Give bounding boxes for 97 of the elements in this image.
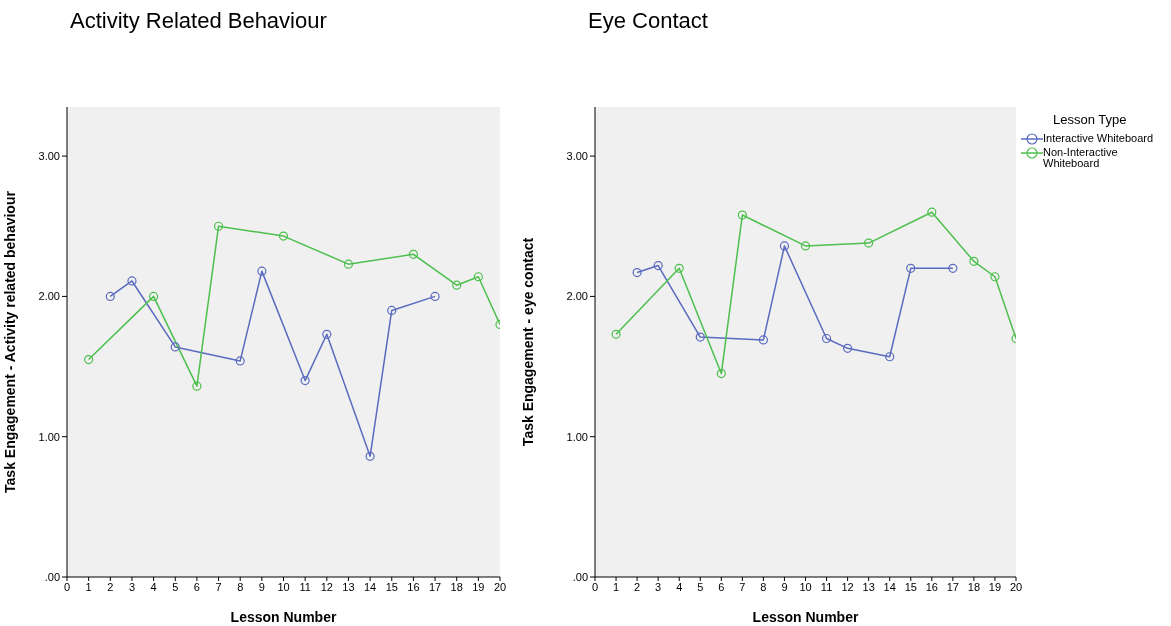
x-tick-label: 1	[612, 580, 620, 593]
y-tick-label: 3.00	[38, 150, 60, 163]
x-tick-label: 4	[676, 580, 683, 593]
x-tick-label: 17	[946, 580, 959, 593]
legend-title: Lesson Type	[1053, 112, 1128, 127]
point	[758, 335, 768, 345]
point	[864, 238, 874, 248]
x-axis-title: Lesson Number	[752, 609, 859, 625]
point	[885, 352, 895, 362]
x-tick-label: 0	[63, 580, 71, 593]
legend-label: Non-Interactive Whiteboard	[1043, 146, 1119, 169]
point	[906, 263, 916, 273]
point	[300, 375, 310, 386]
x-tick-label: 3	[128, 580, 136, 593]
point	[737, 210, 747, 220]
x-tick-label: 20	[493, 580, 507, 593]
x-tick-label: 6	[718, 580, 725, 593]
x-tick-label: 19	[988, 580, 1002, 593]
x-tick-label: 2	[634, 580, 641, 593]
x-tick-label: 17	[428, 580, 442, 593]
point	[343, 259, 354, 269]
x-tick-label: 13	[862, 580, 875, 593]
x-tick-label: 18	[450, 580, 463, 593]
point	[969, 256, 979, 266]
point	[843, 343, 853, 353]
x-tick-label: 12	[320, 580, 333, 593]
point	[948, 263, 958, 273]
x-tick-label: 0	[591, 580, 599, 593]
point	[821, 333, 832, 344]
point	[695, 332, 705, 342]
x-tick-label: 8	[237, 580, 244, 593]
point	[632, 267, 642, 278]
y-tick-label: 1.00	[566, 430, 588, 443]
x-tick-label: 16	[925, 580, 938, 593]
x-tick-label: 16	[407, 580, 420, 593]
y-tick-label: 2.00	[566, 290, 588, 303]
point	[408, 249, 418, 259]
x-tick-label: 19	[472, 580, 485, 593]
x-tick-label: 5	[172, 580, 179, 593]
x-tick-label: 8	[760, 580, 767, 593]
x-tick-label: 11	[299, 580, 311, 593]
x-tick-label: 9	[781, 580, 788, 593]
point	[127, 276, 137, 286]
x-tick-label: 10	[799, 580, 812, 593]
point	[387, 305, 397, 316]
point	[365, 451, 375, 461]
x-tick-label: 15	[385, 580, 398, 593]
point	[674, 263, 684, 273]
point	[452, 280, 462, 290]
y-tick-label: 3.00	[566, 150, 588, 163]
x-tick-label: 1	[85, 580, 92, 593]
y-tick-label: 2.00	[38, 290, 60, 303]
x-axis-title: Lesson Number	[230, 609, 337, 625]
point	[105, 291, 115, 301]
point	[430, 291, 440, 301]
x-tick-label: 13	[342, 580, 355, 593]
point	[322, 329, 332, 339]
x-tick-label: 4	[150, 580, 157, 593]
point	[213, 221, 224, 231]
point	[990, 272, 1000, 282]
point	[170, 342, 180, 352]
point	[84, 354, 94, 365]
x-tick-label: 11	[820, 580, 833, 593]
x-tick-label: 14	[883, 580, 896, 593]
y-tick-label: .00	[572, 570, 588, 583]
x-tick-label: 20	[1009, 580, 1023, 593]
point	[716, 368, 726, 379]
x-tick-label: 9	[258, 580, 265, 593]
x-tick-label: 2	[107, 580, 114, 593]
x-tick-label: 12	[841, 580, 854, 593]
x-tick-label: 14	[363, 580, 377, 593]
x-tick-label: 6	[193, 580, 200, 593]
point	[927, 207, 937, 217]
x-tick-label: 15	[904, 580, 917, 593]
chart-title: Eye Contact	[588, 8, 708, 34]
point	[257, 266, 267, 276]
x-tick-label: 18	[967, 580, 981, 593]
chart-title: Activity Related Behaviour	[70, 8, 327, 34]
point	[800, 241, 811, 251]
point	[653, 260, 663, 271]
point	[779, 241, 790, 251]
point	[473, 272, 483, 282]
x-tick-label: 5	[697, 580, 704, 593]
x-tick-label: 7	[215, 580, 222, 593]
x-tick-label: 7	[739, 580, 746, 593]
point	[235, 356, 245, 366]
point	[611, 329, 621, 339]
legend-label: Interactive Whiteboard	[1043, 132, 1155, 144]
y-tick-label: 1.00	[38, 430, 60, 443]
point	[192, 381, 202, 391]
point	[149, 291, 159, 301]
point	[278, 231, 289, 241]
y-axis-title: Task Engagement - Activity related behaviour	[1, 190, 18, 493]
y-tick-label: .00	[44, 570, 60, 583]
x-tick-label: 3	[655, 580, 662, 593]
y-axis-title: Task Engagement - eye contact	[519, 237, 536, 447]
x-tick-label: 10	[277, 580, 290, 593]
